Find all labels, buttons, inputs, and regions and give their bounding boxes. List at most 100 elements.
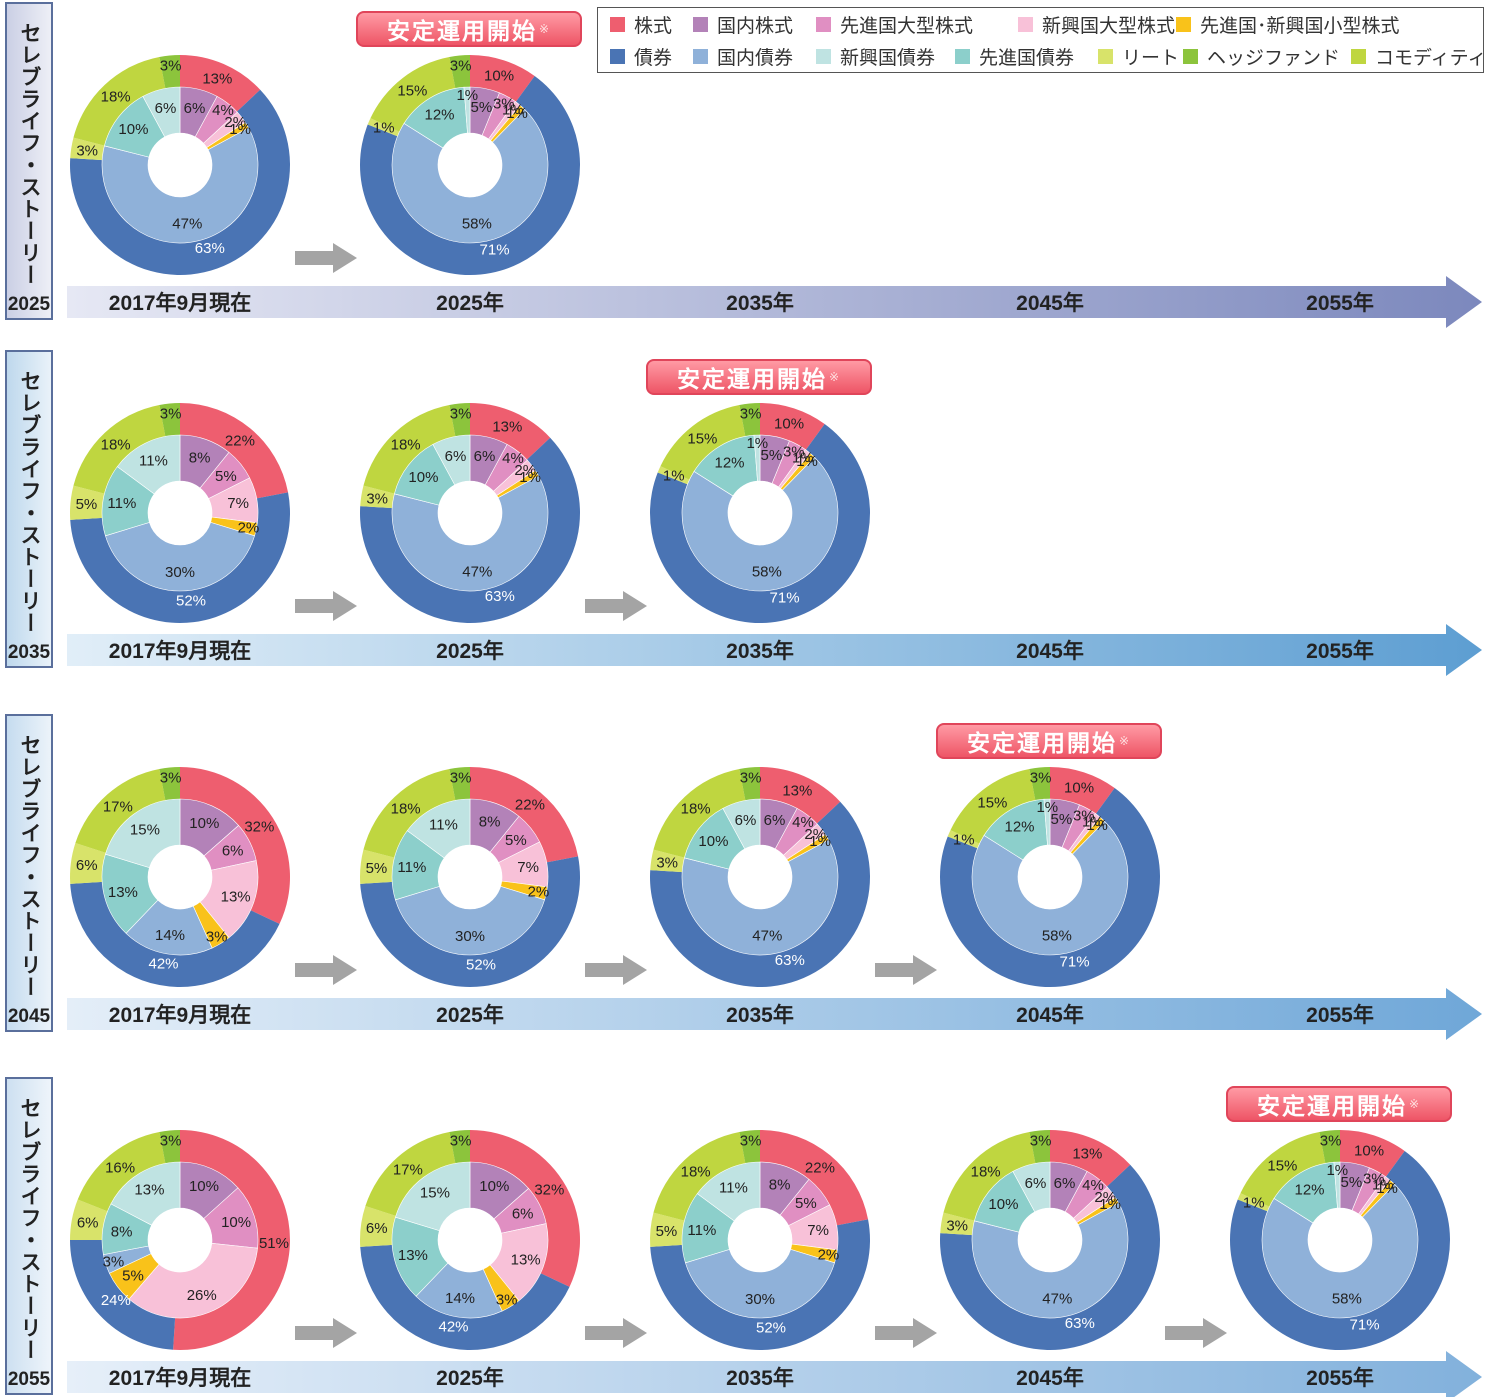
donut-chart-5: 10%71%1%15%3%5% 3%1%1%58%12%1% <box>1230 1130 1450 1351</box>
timeline-label: 2055年 <box>1306 291 1374 315</box>
label-dev_large: 4% <box>212 102 234 119</box>
donut-hole <box>438 1208 502 1272</box>
slice-hedge <box>449 767 470 801</box>
label-commodity: 15% <box>687 431 717 448</box>
label-stock: 13% <box>1072 1146 1102 1163</box>
label-dom_stock: 8% <box>769 1176 791 1193</box>
label-em_large: 2% <box>804 826 826 843</box>
progress-arrow <box>585 955 647 985</box>
progress-arrow <box>295 243 357 273</box>
fund-name: セレブライフ・ストーリー <box>18 370 41 634</box>
timeline-label: 2025年 <box>436 1003 504 1027</box>
donut-hole <box>1308 1208 1372 1272</box>
stable-operation-badge: 安定運用開始 ※ <box>1226 1086 1452 1122</box>
legend-swatch <box>1098 48 1113 64</box>
label-small: 1% <box>519 469 541 486</box>
label-dom_bond: 30% <box>165 564 195 581</box>
badge-text: 安定運用開始 <box>966 730 1117 756</box>
label-reit: 3% <box>656 854 678 871</box>
fund-target-year: 2055 <box>7 1369 51 1390</box>
slice-hedge <box>159 1130 180 1164</box>
slice-reit <box>367 118 400 137</box>
label-dom_stock: 6% <box>1054 1175 1076 1192</box>
donut-chart-4: 13% 63% 3% 18% 3% 6% 4%2%1% 47% 10% 6% <box>69 55 291 276</box>
label-hedge: 3% <box>1030 1132 1052 1149</box>
label-em_large: 7% <box>227 495 249 512</box>
badge-footnote-mark: ※ <box>1408 1097 1422 1111</box>
legend-label: 先進国大型株式 <box>840 15 974 37</box>
label-commodity: 17% <box>393 1161 423 1178</box>
label-reit: 5% <box>366 860 388 877</box>
timeline-label: 2045年 <box>1016 639 1084 663</box>
donut-hole <box>148 133 212 197</box>
label-em_bond: 1% <box>456 87 478 104</box>
label-dev_large: 4% <box>1082 1177 1104 1194</box>
legend-label: ヘッジファンド <box>1207 47 1341 69</box>
donut-hole <box>148 1208 212 1272</box>
label-dom_stock: 10% <box>479 1178 509 1195</box>
slice-bond <box>360 856 581 988</box>
badge-text: 安定運用開始 <box>386 18 537 44</box>
label-bond: 52% <box>466 956 496 973</box>
label-small: 1% <box>809 833 831 850</box>
legend-label: 債券 <box>634 47 673 69</box>
label-small: 1% <box>1086 817 1108 834</box>
legend-item-dev_bond: 先進国債券 <box>955 45 1075 69</box>
label-dom_bond: 14% <box>445 1290 475 1307</box>
label-commodity: 16% <box>105 1160 135 1177</box>
label-em_large: 1% <box>792 450 814 467</box>
donut-labels: 32%42%6%17%3%10%6%13%3%14%13%15% <box>366 1132 564 1335</box>
label-dom_bond: 47% <box>752 928 782 945</box>
label-dev_bond: 8% <box>111 1223 133 1240</box>
label-dev_bond: 12% <box>714 454 744 471</box>
label-em_large: 7% <box>807 1222 829 1239</box>
label-em_bond: 1% <box>1036 799 1058 816</box>
label-hedge: 3% <box>160 769 182 786</box>
label-em_large: 2% <box>224 114 246 131</box>
label-dev_large: 3% <box>493 96 515 113</box>
label-em_large: 1% <box>1082 814 1104 831</box>
label-stock: 22% <box>515 797 545 814</box>
donut-labels: 10%71%1%15%3%5% 3%1%1%58%12%1% <box>663 405 818 606</box>
label-hedge: 3% <box>740 769 762 786</box>
label-reit: 1% <box>1243 1195 1265 1212</box>
legend-label: 先進国債券 <box>979 47 1075 69</box>
slice-hedge <box>739 767 760 801</box>
label-hedge: 3% <box>1030 769 1052 786</box>
fund-target-year: 2035 <box>7 642 51 663</box>
label-small: 2% <box>528 884 550 901</box>
slice-reit <box>69 843 107 884</box>
slice-bond <box>70 881 280 987</box>
slice-commodity <box>363 404 456 494</box>
label-stock: 10% <box>1354 1143 1384 1160</box>
label-bond: 52% <box>176 592 206 609</box>
label-stock: 10% <box>484 68 514 85</box>
label-bond: 71% <box>1060 954 1090 971</box>
label-small: 2% <box>238 520 260 537</box>
donut-labels: 13% 63% 3% 18% 3% 6% 4%2%1% 47% 10% 6% <box>76 57 251 256</box>
progress-arrow <box>295 591 357 621</box>
label-hedge: 3% <box>450 769 472 786</box>
timeline-label: 2055年 <box>1306 1003 1374 1027</box>
slice-commodity <box>1240 1131 1326 1208</box>
slice-hedge <box>159 767 180 801</box>
timeline-arrow <box>67 624 1482 676</box>
label-dev_large: 5% <box>505 832 527 849</box>
legend-label: リート <box>1122 47 1180 69</box>
label-dev_large: 5% <box>795 1195 817 1212</box>
label-hedge: 3% <box>1320 1132 1342 1149</box>
label-em_large: 2% <box>514 462 536 479</box>
slice-commodity <box>653 1131 746 1221</box>
slice-commodity <box>370 56 456 133</box>
slice-stock <box>470 1129 580 1287</box>
label-reit: 6% <box>76 857 98 874</box>
slice-stock <box>180 403 289 499</box>
label-dom_stock: 6% <box>184 100 206 117</box>
donut-labels: 22%52%5%18%3%8%5%7%2%30%11%11% <box>656 1132 840 1336</box>
donut-labels: 22%52%5%18%3%8%5%7%2%30%11%11% <box>366 769 550 973</box>
timeline-label: 2045年 <box>1016 291 1084 315</box>
label-bond: 63% <box>775 952 805 969</box>
label-em_bond: 6% <box>155 100 177 117</box>
timeline-label: 2055年 <box>1306 1366 1374 1390</box>
fund-target-year: 2045 <box>7 1006 51 1027</box>
